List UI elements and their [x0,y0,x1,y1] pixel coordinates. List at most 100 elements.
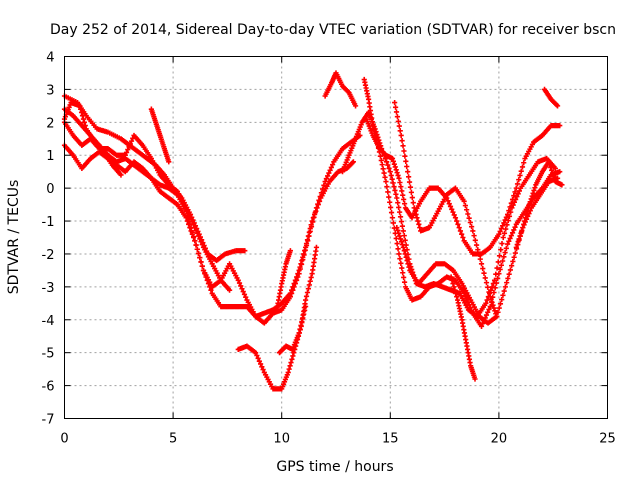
data-point [298,322,304,329]
data-point [522,218,528,224]
data-point [508,233,514,239]
data-point [190,222,197,228]
data-point [396,123,402,129]
data-point [504,211,511,218]
data-point [529,193,535,199]
data-point [489,284,495,290]
y-tick-label: 1 [46,149,54,164]
data-point [392,99,398,106]
data-point [516,177,522,183]
data-point [551,176,558,182]
data-point [498,247,504,253]
data-point [391,161,397,167]
data-point [411,205,417,211]
data-point [518,168,524,174]
y-tick-label: -1 [42,215,55,230]
data-point [399,265,405,271]
data-point [549,170,556,176]
data-point [449,277,455,283]
data-point [490,302,496,308]
data-point [254,352,260,359]
data-point [296,330,302,336]
data-point [494,313,500,320]
data-point [186,221,192,227]
data-point [386,194,392,200]
data-point [197,236,203,242]
data-point [195,250,202,257]
data-point [235,277,241,283]
data-point [511,254,517,260]
data-point [396,204,402,211]
data-point [79,113,86,119]
plot-frame [64,56,608,419]
data-point [389,215,396,221]
data-point [454,294,460,300]
data-point [187,213,193,219]
data-point [497,266,503,273]
data-point [401,248,407,254]
data-point [316,197,322,203]
data-point [292,280,298,287]
data-point [483,280,490,286]
data-point [352,103,359,109]
data-point [287,294,293,300]
data-point [550,173,557,179]
data-point [515,191,521,197]
data-point [506,271,512,277]
data-point [301,311,307,317]
data-point [296,271,302,277]
data-point [455,221,461,227]
data-point [516,236,522,242]
data-point [485,284,491,290]
data-point [480,265,486,272]
data-point [501,220,507,226]
data-point [406,174,412,180]
series-track-9 [274,248,293,310]
y-tick-label: 3 [46,83,54,98]
data-point [387,199,393,205]
data-point [307,278,313,284]
data-point [496,231,502,237]
data-point [293,277,300,283]
data-point [491,277,498,283]
data-point [475,247,481,253]
data-point [507,267,513,273]
data-point [122,152,128,158]
data-point [239,286,245,292]
data-point [509,263,515,269]
data-point [81,119,87,125]
data-point [194,246,200,252]
data-point [321,182,327,188]
data-point [395,172,401,179]
data-point [398,132,404,139]
y-tick-label: 2 [46,116,54,131]
data-point [184,218,190,224]
data-point [401,201,408,207]
data-point [497,228,503,234]
x-axis-title: GPS time / hours [276,459,393,475]
y-tick-label: -5 [42,347,55,362]
data-point [123,149,130,156]
data-point [403,158,409,164]
data-point [192,225,198,231]
data-point [508,200,514,206]
data-point [498,225,504,232]
data-point [256,358,262,364]
data-point [385,189,391,195]
data-point [461,198,467,204]
data-point [499,241,505,247]
data-point [287,248,293,254]
data-point [517,172,523,179]
data-point [521,221,527,227]
data-point [393,191,399,197]
data-point [518,230,524,236]
data-point [395,118,401,124]
data-point [393,109,400,115]
data-point [308,274,314,281]
data-point [478,323,485,329]
y-tick-label: -2 [42,248,55,263]
data-point [193,227,199,234]
y-tick-label: -7 [42,413,55,428]
data-point [401,274,407,281]
